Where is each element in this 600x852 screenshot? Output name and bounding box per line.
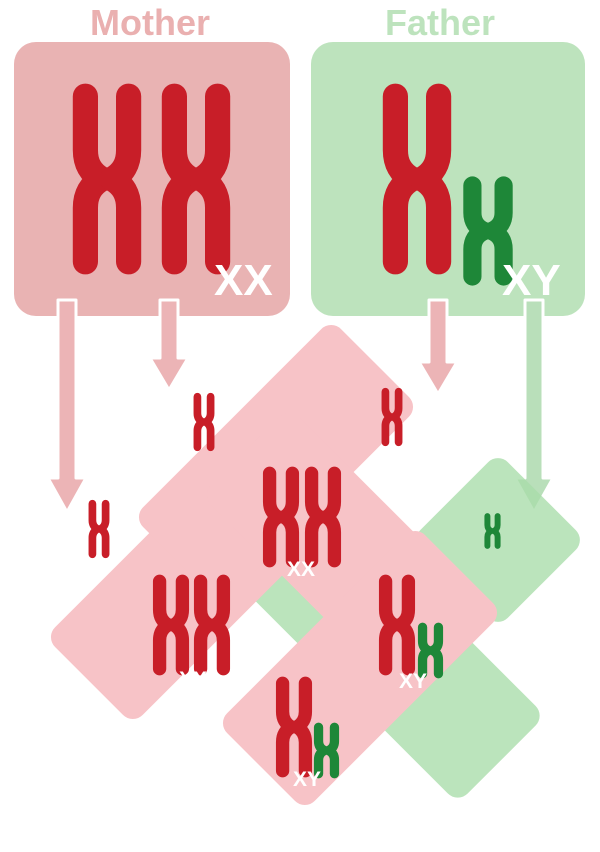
mother-genotype: XX — [214, 256, 273, 305]
arrow-father-x — [417, 298, 459, 396]
gamete-cell-mother-bottom — [222, 530, 498, 806]
offspring-xy-bottom-genotype: XY — [293, 768, 321, 791]
arrow-mother-x-right — [148, 298, 190, 392]
gamete-mother-x-left — [92, 504, 105, 555]
father-genotype: XY — [502, 256, 561, 305]
offspring-xy-right-genotype: XY — [399, 670, 427, 693]
offspring-xx-center-genotype: XX — [287, 558, 315, 581]
mother-label: Mother — [90, 2, 210, 43]
offspring-xx-left-genotype: XX — [179, 668, 207, 691]
arrow-mother-x-left — [46, 298, 88, 514]
father-label: Father — [385, 2, 495, 43]
gamete-mother-x-right — [197, 397, 210, 448]
father-box — [311, 42, 585, 316]
